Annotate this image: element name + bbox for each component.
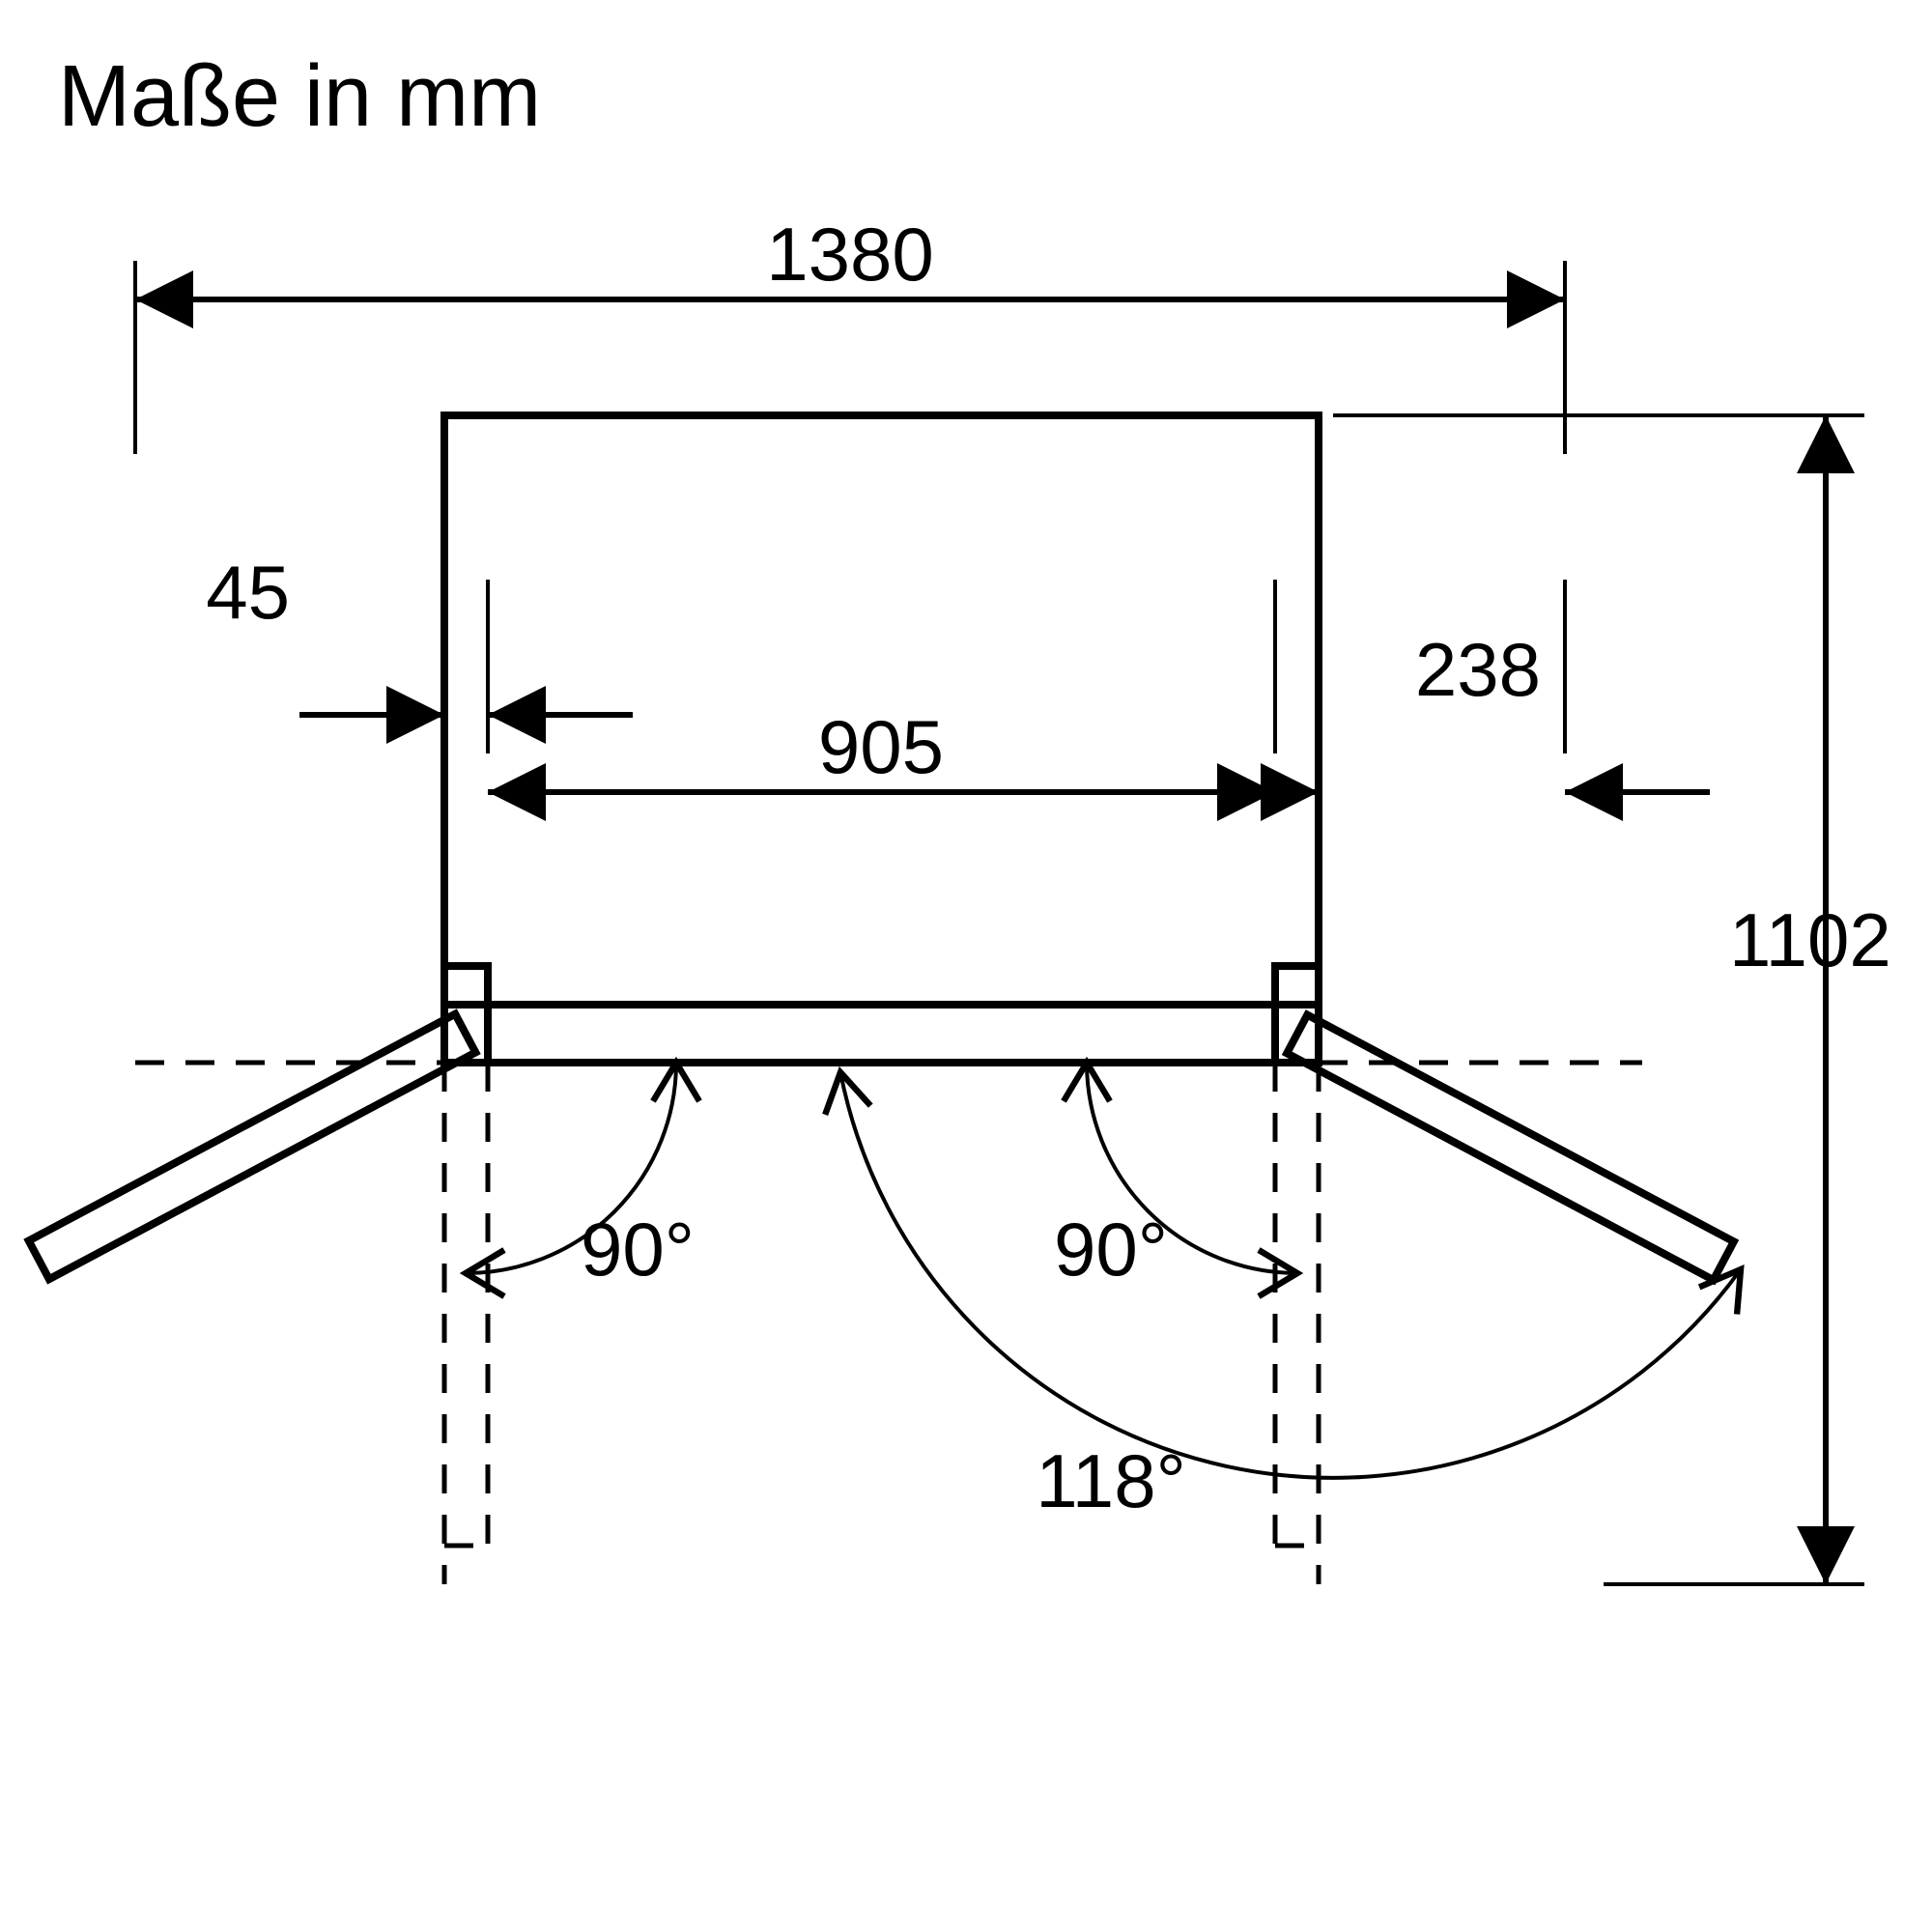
arc-118 <box>840 1072 1741 1478</box>
front-rail <box>488 1005 1275 1063</box>
dim-238-label: 238 <box>1415 627 1541 712</box>
dim-overall-height-label: 1102 <box>1729 897 1891 982</box>
dim-45-label: 45 <box>206 550 290 635</box>
door-open-left <box>29 1014 476 1279</box>
arc-118-label: 118° <box>1036 1438 1186 1523</box>
arc-90-right-label: 90° <box>1054 1207 1168 1292</box>
dim-905-label: 905 <box>818 704 944 789</box>
page-title: Maße in mm <box>58 48 541 145</box>
dim-overall-width-label: 1380 <box>766 212 934 297</box>
arc-90-left-label: 90° <box>581 1207 695 1292</box>
door-open-right <box>1287 1015 1734 1280</box>
